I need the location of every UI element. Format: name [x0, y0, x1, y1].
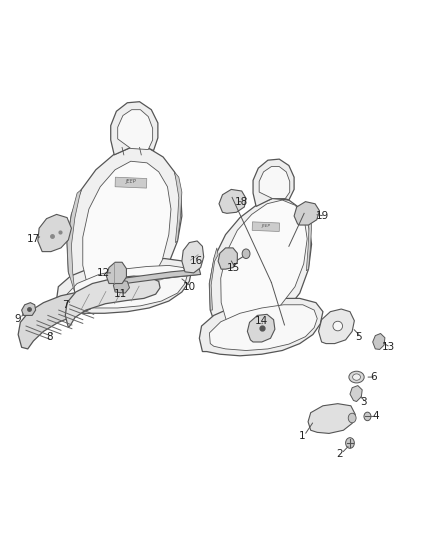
Text: 14: 14 — [255, 316, 268, 326]
Polygon shape — [21, 303, 35, 316]
Text: 3: 3 — [360, 397, 367, 407]
Polygon shape — [373, 334, 385, 350]
Polygon shape — [106, 262, 127, 284]
Ellipse shape — [242, 249, 250, 259]
Text: 11: 11 — [114, 289, 127, 299]
Text: JEEP: JEEP — [261, 224, 270, 228]
Text: 12: 12 — [97, 268, 110, 278]
Polygon shape — [199, 298, 323, 356]
Ellipse shape — [353, 374, 360, 380]
Text: 18: 18 — [235, 197, 248, 207]
Polygon shape — [294, 201, 319, 225]
Text: 8: 8 — [46, 332, 53, 342]
Text: 2: 2 — [336, 449, 343, 458]
Polygon shape — [350, 385, 362, 401]
Polygon shape — [113, 280, 130, 293]
Ellipse shape — [346, 438, 354, 448]
Ellipse shape — [364, 412, 371, 421]
Polygon shape — [209, 198, 311, 332]
Bar — [115, 177, 147, 188]
Polygon shape — [83, 161, 171, 298]
Polygon shape — [174, 172, 182, 243]
Polygon shape — [209, 305, 317, 351]
Polygon shape — [111, 102, 158, 155]
Polygon shape — [209, 248, 218, 310]
Text: JEEP: JEEP — [125, 180, 136, 184]
Polygon shape — [67, 189, 81, 293]
Ellipse shape — [349, 371, 364, 383]
Polygon shape — [219, 189, 246, 213]
Polygon shape — [38, 214, 71, 252]
Text: 6: 6 — [371, 372, 377, 382]
Polygon shape — [259, 166, 290, 198]
Polygon shape — [182, 241, 204, 273]
Text: 5: 5 — [355, 332, 362, 342]
Text: 17: 17 — [27, 234, 40, 244]
Text: 9: 9 — [15, 313, 21, 324]
Polygon shape — [57, 259, 192, 314]
Bar — [252, 222, 279, 231]
Polygon shape — [118, 110, 152, 150]
Text: 7: 7 — [62, 300, 69, 310]
Polygon shape — [67, 265, 187, 308]
Ellipse shape — [348, 413, 356, 423]
Polygon shape — [67, 148, 182, 305]
Polygon shape — [218, 248, 237, 269]
Text: 10: 10 — [183, 282, 196, 292]
Text: 4: 4 — [372, 411, 378, 422]
Polygon shape — [124, 269, 201, 284]
Polygon shape — [253, 159, 294, 206]
Text: 19: 19 — [316, 211, 329, 221]
Polygon shape — [18, 292, 96, 349]
Polygon shape — [318, 309, 354, 344]
Text: 13: 13 — [382, 342, 395, 352]
Polygon shape — [247, 314, 275, 342]
Polygon shape — [308, 403, 355, 433]
Polygon shape — [221, 200, 307, 325]
Text: 15: 15 — [226, 263, 240, 272]
Text: 1: 1 — [299, 431, 305, 441]
Polygon shape — [306, 213, 311, 271]
Text: 16: 16 — [190, 256, 203, 266]
Ellipse shape — [333, 321, 343, 331]
Polygon shape — [65, 276, 160, 328]
